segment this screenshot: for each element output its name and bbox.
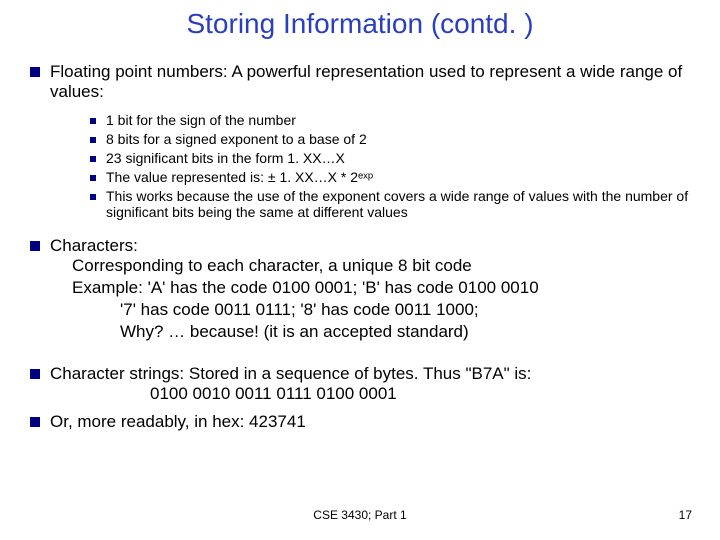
- sub-bullet: 8 bits for a signed exponent to a base o…: [90, 131, 700, 147]
- square-bullet-icon: [90, 156, 96, 162]
- cstrings-lines: 0100 0010 0011 0111 0100 0001: [150, 384, 700, 404]
- slide: Storing Information (contd. ) Floating p…: [0, 0, 720, 540]
- square-bullet-icon: [30, 417, 40, 427]
- square-bullet-icon: [90, 175, 96, 181]
- text: 23 significant bits in the form 1. XX…X: [106, 150, 345, 166]
- line: Why? … because! (it is an accepted stand…: [120, 322, 700, 342]
- sub-bullet: 23 significant bits in the form 1. XX…X: [90, 150, 700, 166]
- line: '7' has code 0011 0111; '8' has code 001…: [120, 300, 700, 320]
- content-area: Floating point numbers: A powerful repre…: [30, 62, 700, 438]
- text: The value represented is: ± 1. XX…X * 2ᵉ…: [106, 169, 373, 185]
- sub-bullet: 1 bit for the sign of the number: [90, 112, 700, 128]
- bullet-characters: Characters: Corresponding to each charac…: [30, 236, 700, 344]
- text: Floating point numbers: A powerful repre…: [50, 62, 700, 102]
- square-bullet-icon: [90, 194, 96, 200]
- sub-bullet: The value represented is: ± 1. XX…X * 2ᵉ…: [90, 169, 700, 185]
- square-bullet-icon: [30, 369, 40, 379]
- text: 8 bits for a signed exponent to a base o…: [106, 131, 367, 147]
- character-lines: Corresponding to each character, a uniqu…: [72, 256, 700, 342]
- footer-page-number: 17: [679, 508, 692, 522]
- footer-course: CSE 3430; Part 1: [0, 508, 720, 522]
- text: Characters:: [50, 236, 138, 255]
- square-bullet-icon: [90, 137, 96, 143]
- text: This works because the use of the expone…: [106, 188, 700, 220]
- square-bullet-icon: [30, 67, 40, 77]
- square-bullet-icon: [90, 118, 96, 124]
- bullet-char-strings: Character strings: Stored in a sequence …: [30, 364, 700, 406]
- line: 0100 0010 0011 0111 0100 0001: [150, 384, 700, 404]
- bullet-floating-point: Floating point numbers: A powerful repre…: [30, 62, 700, 102]
- text: Or, more readably, in hex: 423741: [50, 412, 306, 432]
- square-bullet-icon: [30, 241, 40, 251]
- text: 1 bit for the sign of the number: [106, 112, 296, 128]
- line: Corresponding to each character, a uniqu…: [72, 256, 700, 276]
- sub-bullet-list: 1 bit for the sign of the number 8 bits …: [90, 112, 700, 220]
- line: Example: 'A' has the code 0100 0001; 'B'…: [72, 278, 700, 298]
- sub-bullet: This works because the use of the expone…: [90, 188, 700, 220]
- text: Character strings: Stored in a sequence …: [50, 364, 531, 383]
- slide-title: Storing Information (contd. ): [0, 8, 720, 40]
- bullet-hex: Or, more readably, in hex: 423741: [30, 412, 700, 432]
